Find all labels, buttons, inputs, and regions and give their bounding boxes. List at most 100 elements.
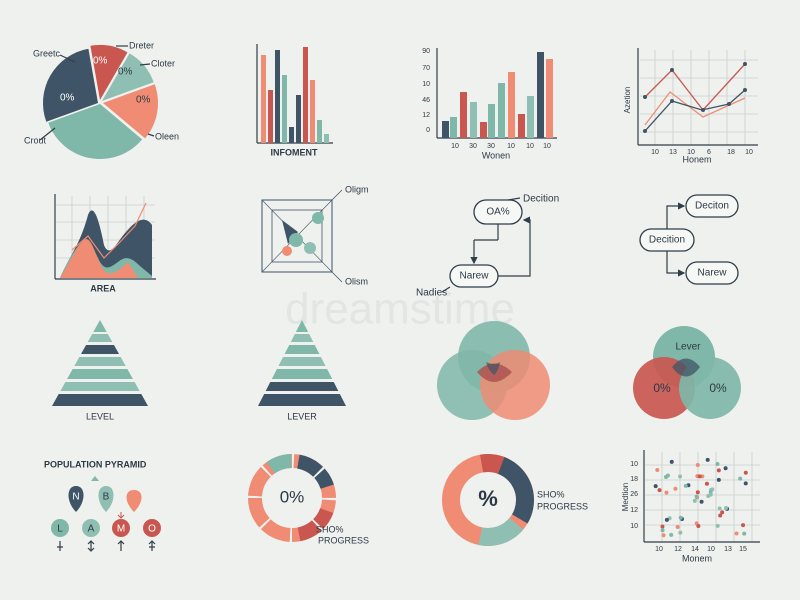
shape-rect <box>442 121 449 138</box>
shape-line <box>39 127 56 141</box>
shape-circle <box>734 531 739 536</box>
y-axis-label: Azetion <box>623 87 632 114</box>
shape-circle <box>82 519 100 537</box>
shape-circle <box>643 95 647 99</box>
shape-rect <box>52 394 148 406</box>
x-tick-label: 30 <box>469 143 477 150</box>
shape-circle <box>248 454 336 542</box>
shape-circle <box>442 454 534 546</box>
node-label: Decition <box>523 194 559 205</box>
shape-circle <box>669 532 674 537</box>
node-label: Narew <box>698 268 728 279</box>
shape-path <box>42 48 98 122</box>
shape-path <box>68 486 84 512</box>
y-tick-label: 10 <box>630 461 638 468</box>
shape-path <box>282 220 298 244</box>
shape-rect <box>303 47 308 143</box>
shape-circle <box>715 461 720 466</box>
shape-path <box>90 44 128 100</box>
shape-circle <box>112 519 130 537</box>
shape-circle <box>715 523 720 528</box>
icon-title: POPULATION PYRAMID <box>44 459 147 469</box>
x-tick-label: 10 <box>745 149 753 156</box>
shape-rect <box>685 261 739 285</box>
shape-circle <box>289 233 303 247</box>
slice-label: 0% <box>118 67 133 78</box>
pie-label: Greetc <box>33 48 61 58</box>
shape-circle <box>660 528 665 533</box>
bar-chart: 90 70 10 46 12 0 10 30 30 10 10 10 Wonen <box>422 48 557 160</box>
shape-path <box>98 486 114 512</box>
x-tick-label: 10 <box>707 546 715 553</box>
slice-label: 0% <box>60 93 75 104</box>
shape-rect <box>268 90 273 143</box>
pin-label: N <box>72 492 79 503</box>
node-label: Narew <box>460 271 490 282</box>
pin-label: L <box>57 524 63 535</box>
x-tick-label: 10 <box>526 143 534 150</box>
donut-label: SHO% <box>537 489 565 499</box>
y-tick-label: 12 <box>630 507 638 514</box>
shape-circle <box>664 517 669 522</box>
shape-rect <box>450 117 457 138</box>
shape-rect <box>470 102 477 138</box>
shape-rect <box>258 369 346 379</box>
y-tick-label: 12 <box>422 112 430 119</box>
shape-line <box>59 54 76 63</box>
shape-circle <box>643 129 647 133</box>
shape-path <box>672 358 700 377</box>
x-tick-label: 10 <box>507 143 515 150</box>
shape-g <box>57 540 156 552</box>
x-tick-label: 18 <box>727 149 735 156</box>
x-tick-label: 10 <box>655 546 663 553</box>
y-tick-label: 90 <box>422 48 430 55</box>
x-axis-label: Wonen <box>482 150 510 160</box>
x-axis-label: Monem <box>682 553 712 563</box>
shape-rect <box>518 114 525 138</box>
shape-circle <box>704 481 709 486</box>
shape-circle <box>743 62 747 66</box>
x-tick-label: 10 <box>651 149 659 156</box>
shape-circle <box>723 466 728 471</box>
x-axis-label: Honem <box>682 154 711 164</box>
pin-label: M <box>117 524 125 535</box>
pie-chart: 0% 0% 0% 0% Greetc Dreter Cloter Crout O… <box>24 40 179 160</box>
y-axis-label: Medtion <box>621 483 630 511</box>
node-label: OA% <box>486 207 509 218</box>
shape-circle <box>678 474 683 479</box>
shape-rect <box>324 134 329 143</box>
pie-label: Crout <box>24 135 47 145</box>
y-tick-label: 18 <box>630 476 638 483</box>
x-tick-label: 10 <box>687 149 695 156</box>
shape-circle <box>678 515 683 520</box>
shape-rect <box>258 357 346 366</box>
shape-circle <box>683 483 688 488</box>
shape-polyline <box>498 216 531 277</box>
shape-rect <box>527 96 534 138</box>
x-tick-label: 12 <box>674 546 682 553</box>
population-pyramid: POPULATION PYRAMID N B L A M O <box>44 459 161 552</box>
x-tick-label: 15 <box>739 546 747 553</box>
line-chart: Azetion 10 13 10 6 18 10 Honem <box>623 48 758 164</box>
shape-polyline <box>666 202 686 229</box>
donut-progress: % SHO% PROGRESS <box>442 454 588 546</box>
node-label: Nadies <box>416 288 447 299</box>
shape-rect <box>460 92 467 138</box>
shape-circle <box>657 488 662 493</box>
shape-circle <box>699 499 704 504</box>
shape-circle <box>743 88 747 92</box>
shape-rect <box>488 104 495 138</box>
diagram-label: Oligm <box>345 184 369 194</box>
shape-rect <box>480 122 487 138</box>
icon-label: AREA <box>90 283 116 293</box>
shape-circle <box>727 102 731 106</box>
shape-circle <box>695 490 700 495</box>
icon-label: INFOMENT <box>271 147 318 157</box>
shape-polyline <box>71 202 147 259</box>
y-tick-label: 10 <box>422 81 430 88</box>
donut-label: PROGRESS <box>318 535 369 545</box>
shape-circle <box>743 481 748 486</box>
shape-circle <box>312 212 324 224</box>
shape-line <box>139 63 151 66</box>
shape-circle <box>282 246 292 256</box>
